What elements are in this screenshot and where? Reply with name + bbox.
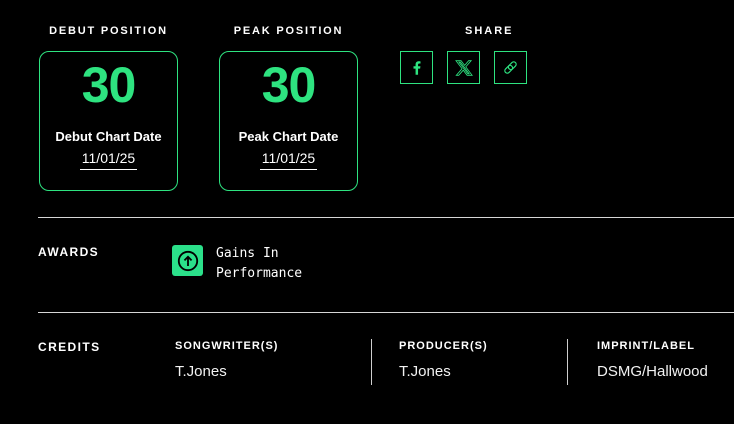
- share-buttons-row: [400, 51, 527, 84]
- debut-position-header: DEBUT POSITION: [49, 25, 168, 37]
- facebook-icon: [412, 60, 421, 75]
- producers-value: T.Jones: [399, 363, 451, 380]
- share-block: SHARE: [400, 24, 527, 84]
- peak-position-value: 30: [261, 57, 317, 113]
- imprint-label-value: DSMG/Hallwood: [597, 363, 708, 380]
- x-icon: [454, 59, 473, 76]
- divider-bottom: [38, 312, 734, 313]
- debut-chart-date-link[interactable]: 11/01/25: [79, 150, 138, 170]
- credit-col-songwriters: SONGWRITER(S) T.Jones: [175, 339, 372, 385]
- share-copy-link-button[interactable]: [494, 51, 527, 84]
- producers-header: PRODUCER(S): [399, 340, 488, 352]
- awards-section: AWARDS Gains In Performance: [38, 218, 734, 312]
- peak-chart-date-label: Peak Chart Date: [238, 129, 339, 144]
- awards-label: AWARDS: [38, 245, 100, 259]
- peak-chart-date-link[interactable]: 11/01/25: [259, 150, 318, 170]
- share-facebook-button[interactable]: [400, 51, 433, 84]
- peak-position-card: 30 Peak Chart Date 11/01/25: [219, 51, 358, 191]
- divider-top: [38, 217, 734, 218]
- debut-position-card: 30 Debut Chart Date 11/01/25: [39, 51, 178, 191]
- award-text: Gains In Performance: [216, 246, 303, 281]
- debut-position-value: 30: [81, 57, 137, 113]
- peak-position-block: PEAK POSITION 30 Peak Chart Date 11/01/2…: [219, 24, 358, 191]
- credit-columns: SONGWRITER(S) T.Jones PRODUCER(S) T.Jone…: [175, 339, 734, 385]
- credit-col-imprint-label: IMPRINT/LABEL DSMG/Hallwood: [568, 339, 734, 385]
- songwriters-value: T.Jones: [175, 363, 227, 380]
- share-header: SHARE: [465, 25, 514, 37]
- peak-position-header: PEAK POSITION: [233, 25, 344, 37]
- debut-position-block: DEBUT POSITION 30 Debut Chart Date 11/01…: [39, 24, 178, 191]
- link-icon: [504, 61, 517, 74]
- credit-col-producers: PRODUCER(S) T.Jones: [372, 339, 568, 385]
- award-item: Gains In Performance: [172, 245, 320, 284]
- songwriters-header: SONGWRITER(S): [175, 340, 279, 352]
- debut-chart-date-label: Debut Chart Date: [55, 129, 162, 144]
- chart-stats-section: DEBUT POSITION 30 Debut Chart Date 11/01…: [39, 24, 527, 191]
- credits-section: CREDITS SONGWRITER(S) T.Jones PRODUCER(S…: [38, 313, 734, 385]
- imprint-label-header: IMPRINT/LABEL: [597, 340, 695, 352]
- share-x-button[interactable]: [447, 51, 480, 84]
- gains-in-performance-icon: [172, 245, 203, 276]
- credits-label: CREDITS: [38, 340, 101, 354]
